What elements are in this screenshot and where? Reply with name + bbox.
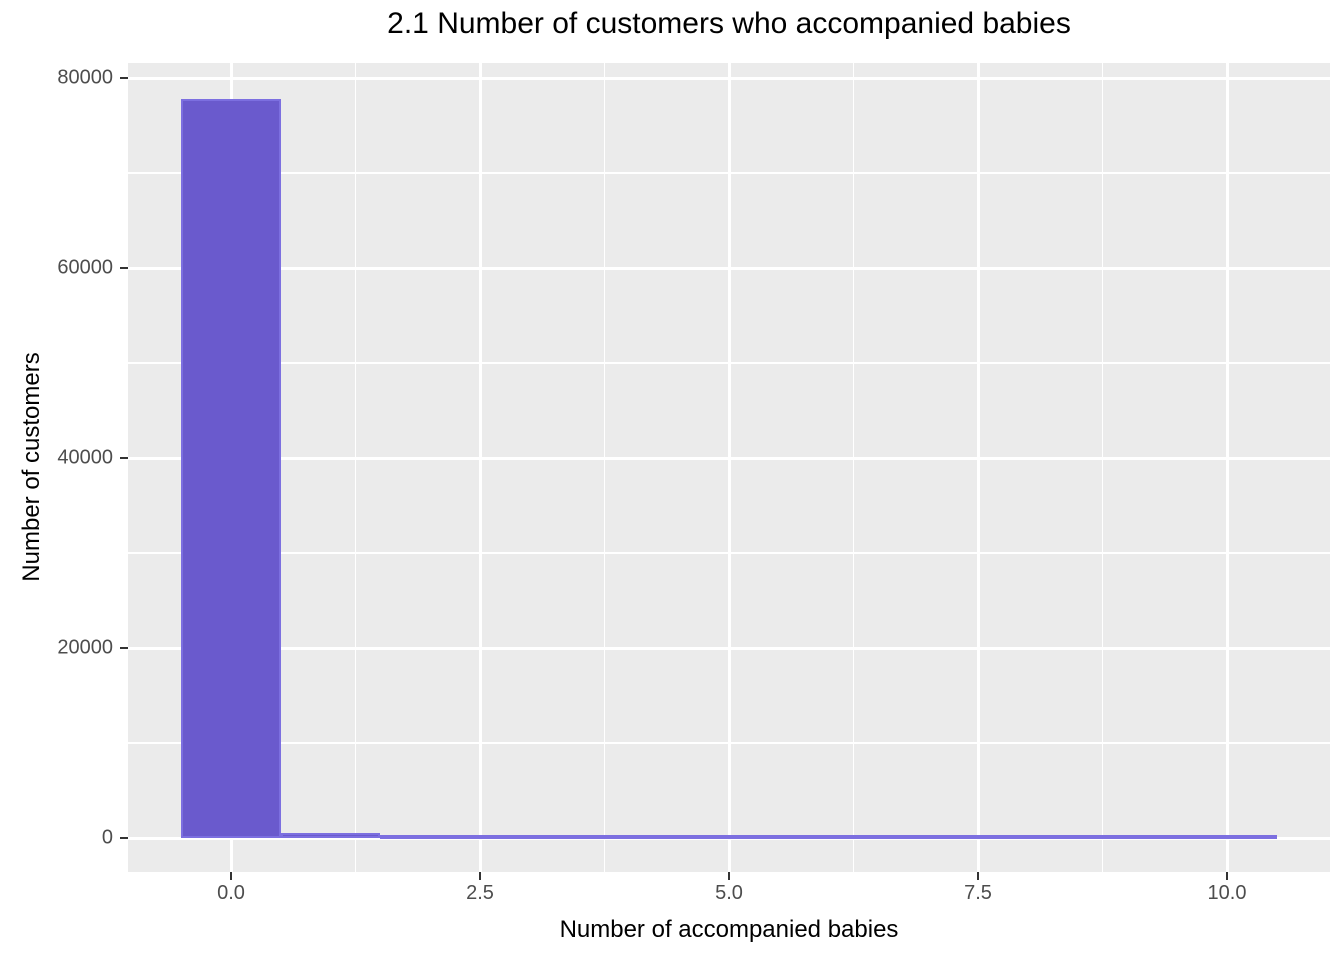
x-axis-tick-label: 7.5 [964, 882, 992, 904]
y-axis-tick [120, 456, 128, 460]
y-axis-tick-label: 80000 [57, 66, 113, 89]
gridline-minor-x [1101, 63, 1104, 872]
plot-panel [128, 63, 1330, 872]
x-axis-tick-label: 5.0 [715, 882, 743, 904]
histogram-bar [1077, 835, 1178, 839]
y-axis-title: Number of customers [18, 352, 45, 582]
histogram-bar [878, 835, 978, 839]
x-axis-tick-label: 10.0 [1207, 882, 1247, 904]
gridline-minor-x [852, 63, 855, 872]
y-axis-tick [120, 836, 128, 840]
y-axis-tick [120, 646, 128, 650]
gridline-major-x [478, 63, 482, 872]
histogram-bar [579, 835, 680, 839]
histogram-bar [380, 835, 480, 839]
histogram-bar [778, 835, 879, 839]
x-axis-tick-label: 0.0 [217, 882, 245, 904]
plot-title: 2.1 Number of customers who accompanied … [387, 7, 1071, 40]
gridline-minor-x [354, 63, 357, 872]
y-axis-tick-label: 20000 [57, 636, 113, 659]
y-axis-tick [120, 76, 128, 80]
gridline-major-x [976, 63, 980, 872]
x-axis-tick [1225, 872, 1229, 880]
gridline-major-x [727, 63, 731, 872]
histogram-bar [181, 98, 281, 838]
y-axis-tick-label: 0 [101, 826, 113, 849]
y-axis-tick [120, 266, 128, 270]
y-axis-tick-label: 40000 [57, 446, 113, 469]
x-axis-tick [727, 872, 731, 880]
histogram-bar [679, 835, 779, 839]
histogram-bar [280, 832, 381, 838]
x-axis-tick-label: 2.5 [466, 882, 494, 904]
x-axis-tick [478, 872, 482, 880]
gridline-minor-x [603, 63, 606, 872]
histogram-bar [1177, 835, 1277, 839]
x-axis-tick [229, 872, 233, 880]
histogram-bar [480, 835, 580, 839]
x-axis-title: Number of accompanied babies [559, 916, 899, 943]
histogram-bar [978, 835, 1078, 839]
y-axis-tick-label: 60000 [57, 256, 113, 279]
x-axis-tick [976, 872, 980, 880]
gridline-major-x [1225, 63, 1229, 872]
